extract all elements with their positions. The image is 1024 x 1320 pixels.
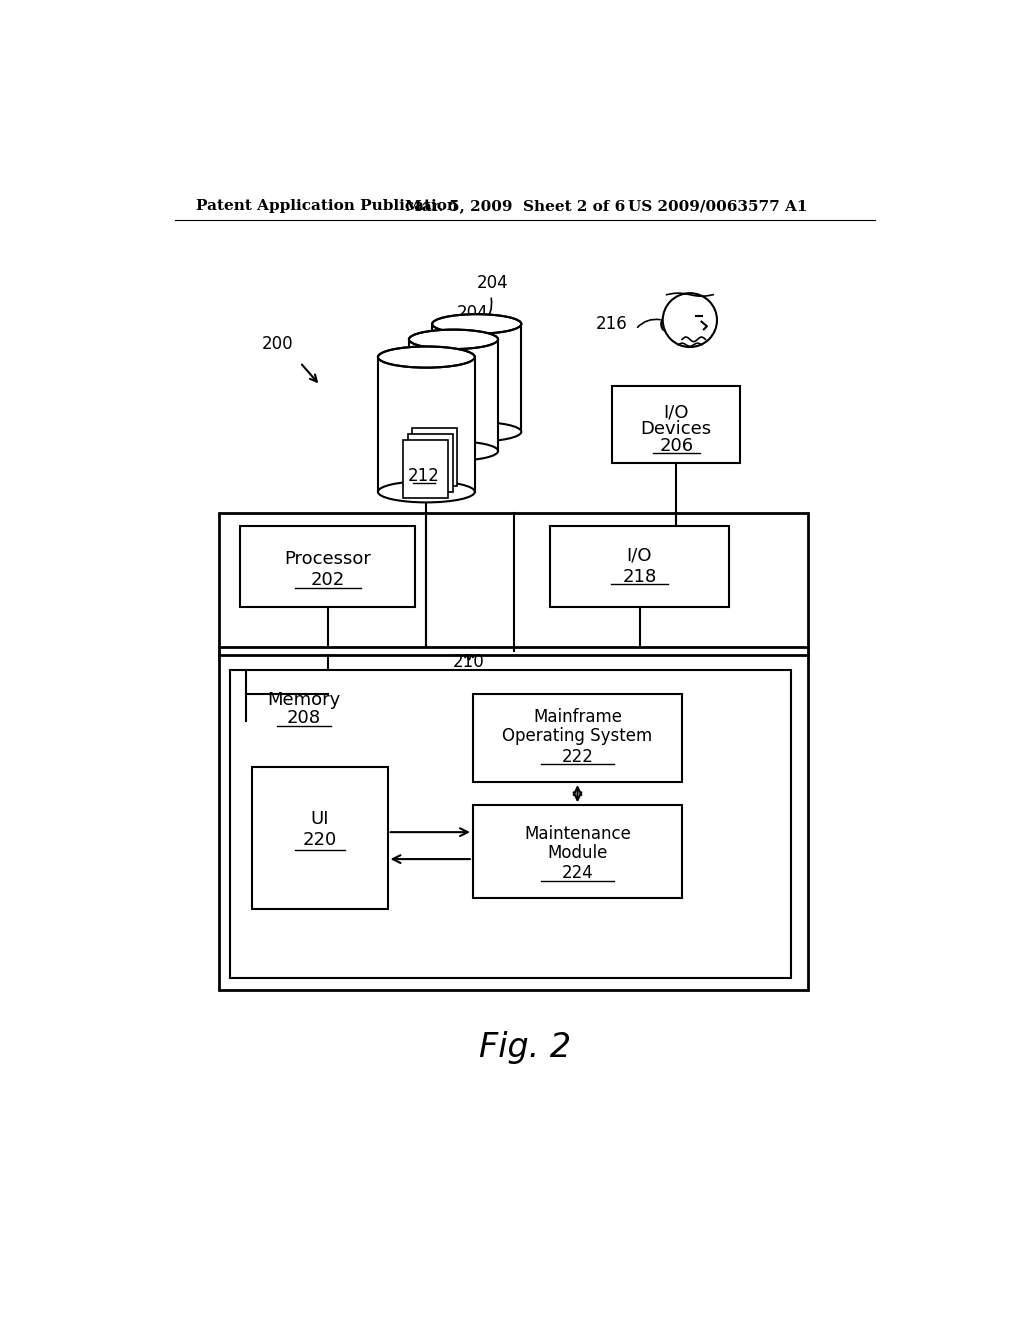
Bar (252, 767, 388, 909)
Bar (378, 358, 475, 492)
Text: Memory: Memory (267, 690, 341, 709)
Ellipse shape (378, 482, 475, 503)
Text: Processor: Processor (284, 550, 371, 568)
Bar (241, 527, 415, 607)
Bar (612, 385, 740, 462)
Text: 218: 218 (623, 568, 656, 586)
Text: 204: 204 (457, 304, 488, 322)
Text: Module: Module (547, 843, 607, 862)
Circle shape (663, 293, 717, 347)
Ellipse shape (378, 346, 475, 368)
Ellipse shape (432, 314, 521, 334)
Bar (550, 527, 729, 607)
Text: 224: 224 (561, 865, 593, 882)
Text: US 2009/0063577 A1: US 2009/0063577 A1 (628, 199, 807, 213)
Bar (219, 512, 809, 990)
Text: 210: 210 (454, 652, 485, 671)
Text: Maintenance: Maintenance (524, 825, 631, 843)
Text: UI: UI (310, 810, 329, 828)
Text: Mainframe: Mainframe (534, 708, 622, 726)
Text: 216: 216 (596, 315, 628, 334)
Ellipse shape (409, 330, 498, 348)
Bar (432, 323, 521, 432)
Bar (230, 671, 791, 978)
Bar (409, 339, 498, 451)
Ellipse shape (432, 422, 521, 441)
Text: 204: 204 (476, 273, 508, 292)
Bar (413, 428, 458, 486)
Text: I/O: I/O (627, 546, 652, 565)
Text: Patent Application Publication: Patent Application Publication (197, 199, 458, 213)
Ellipse shape (409, 441, 498, 461)
Bar (403, 441, 449, 498)
Text: Operating System: Operating System (503, 727, 652, 744)
Text: 220: 220 (303, 830, 337, 849)
Text: 204: 204 (434, 323, 466, 341)
Text: I/O: I/O (664, 404, 689, 421)
Text: 208: 208 (287, 709, 321, 727)
Text: 222: 222 (561, 747, 594, 766)
Bar (473, 805, 682, 898)
Bar (408, 434, 453, 492)
Text: Fig. 2: Fig. 2 (479, 1031, 570, 1064)
Text: 202: 202 (310, 572, 345, 589)
Text: Mar. 5, 2009  Sheet 2 of 6: Mar. 5, 2009 Sheet 2 of 6 (406, 199, 626, 213)
Bar (473, 693, 682, 781)
Text: Devices: Devices (641, 421, 712, 438)
Text: 200: 200 (262, 335, 294, 354)
Text: 212: 212 (409, 467, 440, 484)
Text: 206: 206 (659, 437, 693, 454)
Ellipse shape (662, 317, 671, 331)
